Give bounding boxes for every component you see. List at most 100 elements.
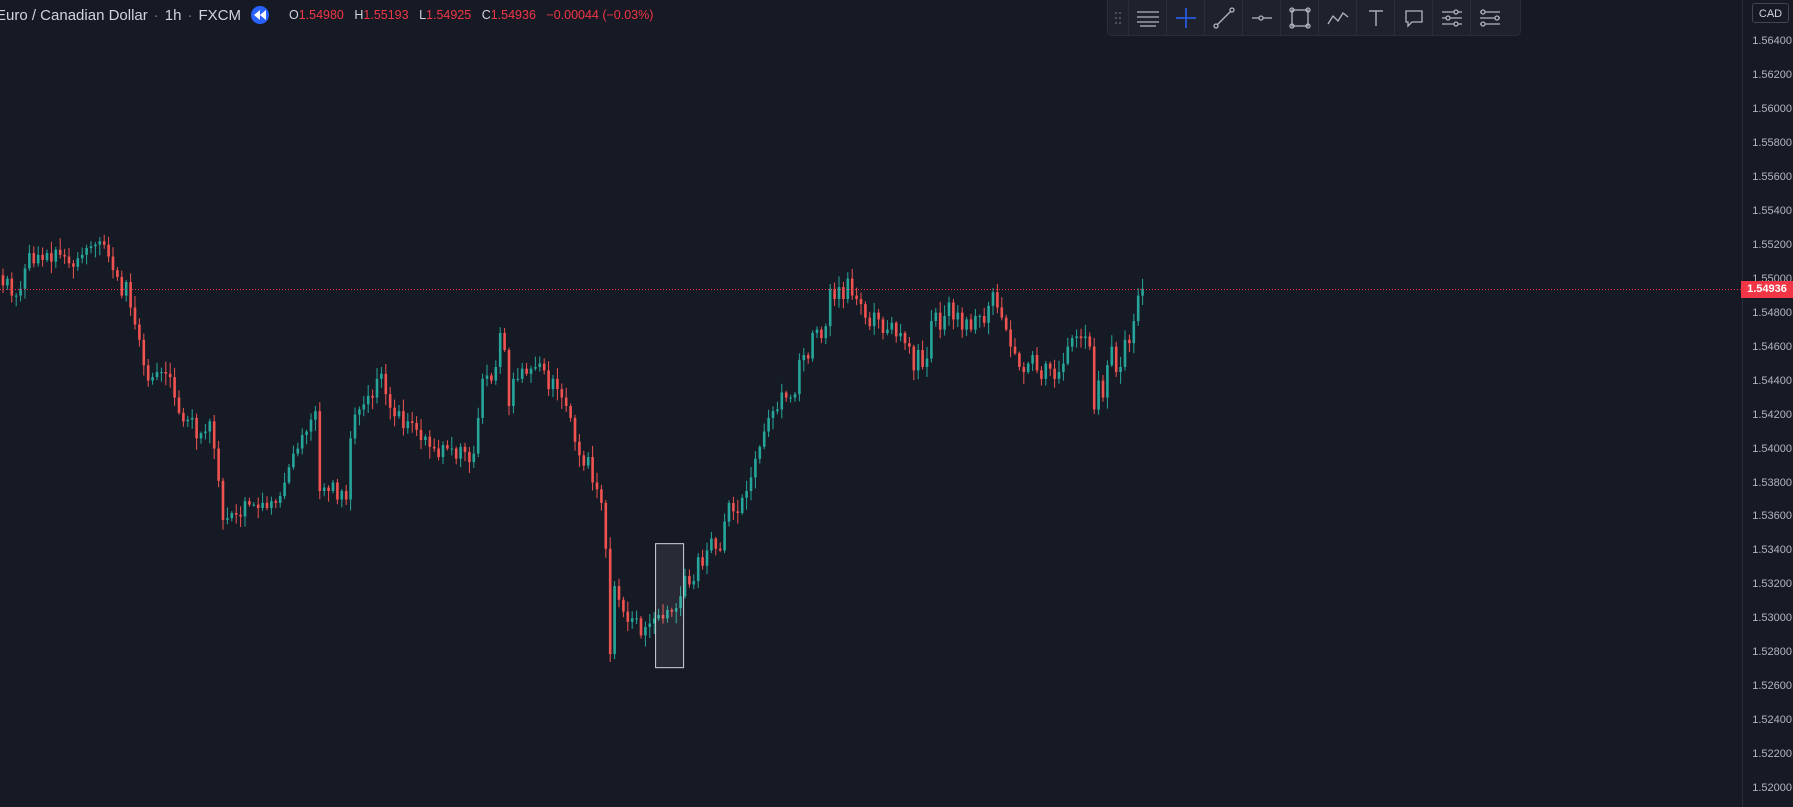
- horizontal-lines-icon[interactable]: [1128, 0, 1166, 36]
- candle-body: [441, 445, 445, 458]
- crosshair-icon[interactable]: [1166, 0, 1204, 36]
- candle-body: [1097, 380, 1100, 410]
- price-tick-label: 1.55200: [1752, 238, 1792, 251]
- current-price-badge: 1.54936: [1741, 281, 1793, 298]
- candle-body: [366, 395, 370, 405]
- interval-label[interactable]: 1h: [164, 6, 182, 24]
- candle-body: [846, 278, 850, 300]
- text-icon[interactable]: [1356, 0, 1394, 36]
- price-tick-label: 1.54800: [1752, 306, 1792, 319]
- trend-line-icon[interactable]: [1204, 0, 1242, 36]
- candle-body: [424, 436, 427, 441]
- candle-body: [485, 375, 489, 379]
- candle-body: [278, 496, 282, 503]
- candle-body: [696, 557, 700, 582]
- candlestick-chart[interactable]: [0, 0, 1742, 807]
- candle-body: [661, 615, 665, 619]
- candle-body: [217, 448, 220, 481]
- candle-body: [710, 538, 713, 551]
- candle-body: [111, 256, 115, 271]
- candle-body: [837, 287, 841, 300]
- candle-body: [1070, 338, 1074, 347]
- grip-icon[interactable]: [1108, 0, 1128, 36]
- candle-body: [300, 434, 304, 449]
- legend-separator: ·: [187, 6, 193, 24]
- candle-body: [802, 355, 806, 361]
- candle-body: [1057, 372, 1061, 379]
- candle-body: [815, 329, 819, 333]
- candle-body: [780, 392, 784, 410]
- candle-body: [947, 302, 951, 317]
- candle-body: [208, 421, 212, 432]
- candle-body: [520, 368, 524, 379]
- candle-body: [736, 511, 740, 514]
- candle-body: [1079, 336, 1083, 339]
- candle-body: [472, 453, 476, 463]
- candle-body: [380, 373, 383, 379]
- candle-body: [437, 448, 440, 458]
- candle-body: [314, 411, 317, 420]
- candle-body: [899, 332, 902, 337]
- candle-body: [190, 417, 194, 420]
- candle-body: [679, 596, 682, 609]
- candle-body: [50, 253, 53, 262]
- candle-body: [133, 307, 137, 325]
- candle-body: [758, 446, 762, 459]
- candle-body: [494, 366, 498, 381]
- candle-body: [124, 282, 128, 296]
- candle-body: [243, 501, 247, 517]
- candle-body: [798, 360, 801, 395]
- candle-body: [881, 319, 885, 333]
- candle-body: [987, 305, 990, 323]
- candle-body: [639, 618, 643, 636]
- candle-body: [934, 312, 938, 322]
- candle-body: [855, 295, 858, 300]
- candle-body: [965, 319, 968, 330]
- callout-icon[interactable]: [1394, 0, 1432, 36]
- candle-body: [102, 241, 106, 245]
- candle-body: [292, 453, 295, 468]
- candle-body: [749, 477, 753, 491]
- candle-body: [908, 343, 911, 347]
- candle-body: [212, 421, 216, 449]
- candle-body: [239, 514, 242, 517]
- candle-body: [142, 339, 146, 366]
- change-value: −0.00044 (−0.03%): [546, 8, 654, 22]
- settings-lines-icon[interactable]: [1432, 0, 1470, 36]
- candle-body: [688, 575, 691, 585]
- candle-body: [1075, 336, 1078, 339]
- low-value: 1.54925: [426, 8, 472, 22]
- candle-body: [45, 253, 49, 260]
- symbol-name[interactable]: Euro / Canadian Dollar: [0, 6, 148, 24]
- candle-body: [305, 431, 308, 435]
- object-tree-icon[interactable]: [1470, 0, 1508, 36]
- replay-icon[interactable]: [250, 6, 269, 24]
- rectangle-icon[interactable]: [1280, 0, 1318, 36]
- candle-body: [820, 329, 823, 339]
- candle-body: [261, 502, 264, 508]
- candle-body: [1088, 336, 1092, 347]
- candle-body: [969, 319, 973, 330]
- candle-body: [463, 446, 467, 452]
- candle-body: [182, 412, 185, 422]
- candle-body: [1000, 307, 1004, 318]
- candle-body: [336, 482, 339, 500]
- candle-body: [582, 455, 586, 466]
- currency-button[interactable]: CAD: [1752, 3, 1789, 23]
- candle-body: [41, 254, 44, 260]
- candle-body: [234, 513, 238, 515]
- candle-body: [283, 482, 286, 497]
- candle-body: [824, 326, 828, 339]
- candle-body: [490, 375, 493, 381]
- chart-pane[interactable]: Euro / Canadian Dollar · 1h · FXCM O1.54…: [0, 0, 1742, 807]
- ohlc-values: O1.54980 H1.55193 L1.54925 C1.54936 −0.0…: [289, 8, 660, 22]
- path-icon[interactable]: [1318, 0, 1356, 36]
- price-tick-label: 1.55800: [1752, 136, 1792, 149]
- candle-body: [94, 244, 97, 247]
- horizontal-ray-icon[interactable]: [1242, 0, 1280, 36]
- candle-body: [322, 487, 326, 491]
- price-axis[interactable]: 1.56400 1.56200 1.56000 1.55800 1.55600 1.554…: [1742, 0, 1793, 807]
- candle-body: [811, 332, 814, 359]
- candle-body: [406, 421, 410, 429]
- candle-body: [481, 378, 484, 418]
